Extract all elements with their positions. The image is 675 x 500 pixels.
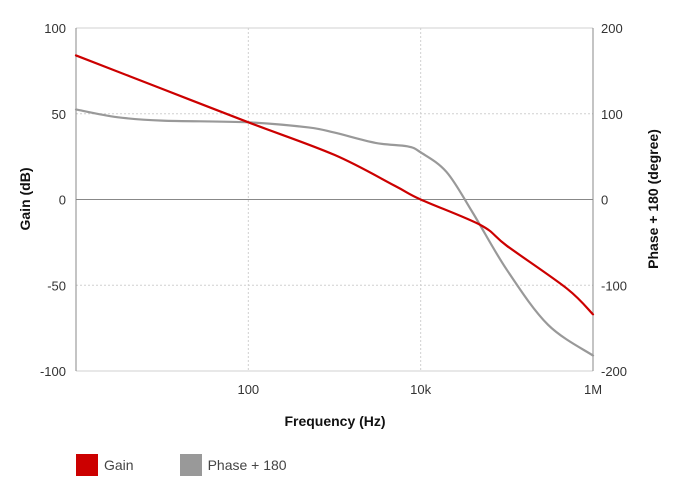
y-right-tick-label: 0	[601, 193, 608, 208]
legend-swatch-gain	[76, 454, 98, 476]
y-right-tick-label: -200	[601, 364, 627, 379]
y-left-tick-label: -100	[40, 364, 66, 379]
tick-labels: 100 10k 1M 100 50 0 -50 -100 200 100 0 -100 -200	[40, 21, 627, 397]
y-right-tick-label: -100	[601, 278, 627, 293]
legend: Gain Phase + 180	[76, 454, 333, 476]
x-tick-label: 100	[237, 382, 259, 397]
y-right-tick-label: 200	[601, 21, 623, 36]
legend-label-phase: Phase + 180	[207, 457, 287, 473]
legend-item-gain[interactable]: Gain	[76, 454, 134, 476]
y-left-tick-label: 100	[44, 21, 66, 36]
x-tick-label: 1M	[584, 382, 602, 397]
legend-swatch-phase	[179, 454, 202, 476]
series-lines	[74, 54, 595, 357]
y-left-tick-label: -50	[47, 278, 66, 293]
series-line-gain	[74, 54, 595, 316]
series-line-phase	[74, 108, 595, 357]
y-axis-left-title: Gain (dB)	[17, 168, 33, 231]
x-tick-label: 10k	[410, 382, 431, 397]
legend-item-phase[interactable]: Phase + 180	[179, 454, 287, 476]
x-axis-title: Frequency (Hz)	[284, 413, 385, 429]
y-left-tick-label: 50	[52, 107, 66, 122]
legend-label-gain: Gain	[104, 457, 134, 473]
y-axis-right-title: Phase + 180 (degree)	[645, 129, 661, 269]
grid-lines	[75, 27, 594, 372]
y-left-tick-label: 0	[59, 193, 66, 208]
y-right-tick-label: 100	[601, 107, 623, 122]
